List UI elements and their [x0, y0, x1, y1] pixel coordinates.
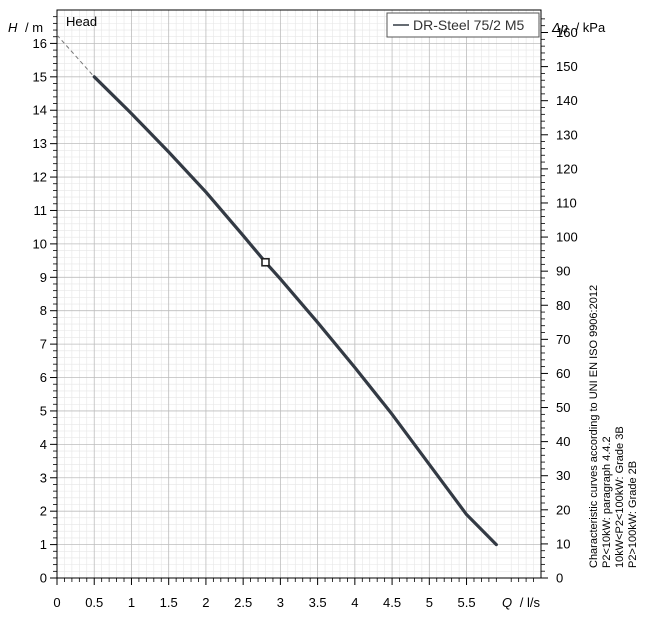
x-tick-label: 3.5: [309, 595, 327, 610]
x-axis-unit: / l/s: [520, 595, 541, 610]
note-line-4: P2>100kW: Grade 2B: [627, 461, 639, 568]
operating-point-marker: [261, 257, 270, 267]
legend-entry: DR-Steel 75/2 M5: [413, 17, 524, 33]
standards-note: Characteristic curves according to UNI E…: [588, 285, 639, 568]
axis-tick-labels: 0 0.5 1 1.5 2 2.5 3 3.5 4 4.5 5 5.50123456789101112…: [33, 25, 578, 610]
y-left-tick-label: 15: [33, 69, 47, 84]
y-right-axis-unit: / kPa: [576, 20, 606, 35]
x-tick-label: 1: [128, 595, 135, 610]
x-tick-label: 2: [202, 595, 209, 610]
note-line-1: Characteristic curves according to UNI E…: [588, 285, 600, 568]
x-tick-label: 5: [426, 595, 433, 610]
y-left-tick-label: 10: [33, 236, 47, 251]
y-right-tick-label: 110: [556, 195, 577, 210]
x-tick-label: 2.5: [234, 595, 252, 610]
y-left-axis-unit: / m: [25, 20, 43, 35]
y-right-tick-label: 120: [556, 161, 578, 176]
axis-ticks: [50, 16, 548, 585]
y-right-tick-label: 10: [556, 536, 570, 551]
x-tick-label: 0.5: [85, 595, 103, 610]
y-right-tick-label: 40: [556, 434, 570, 449]
y-right-axis-label: Δp / kPa: [551, 20, 606, 35]
x-tick-label: 1.5: [160, 595, 178, 610]
x-axis-symbol: Q: [502, 595, 512, 610]
series-line: [92, 75, 498, 547]
y-left-tick-label: 11: [34, 203, 48, 218]
x-tick-label: 0: [53, 595, 60, 610]
x-tick-label: 4.5: [383, 595, 401, 610]
y-left-tick-label: 12: [33, 170, 47, 185]
y-left-tick-label: 2: [40, 504, 47, 519]
y-right-tick-label: 90: [556, 264, 570, 279]
y-left-tick-label: 5: [40, 403, 47, 418]
y-right-tick-label: 20: [556, 502, 570, 517]
x-tick-label: 3: [277, 595, 284, 610]
y-right-tick-label: 30: [556, 468, 570, 483]
y-right-tick-label: 130: [556, 127, 578, 142]
y-right-tick-label: 60: [556, 366, 570, 381]
y-right-tick-label: 0: [556, 571, 563, 586]
y-left-tick-label: 0: [40, 571, 47, 586]
plot-frame: [56, 9, 542, 579]
y-left-tick-label: 16: [33, 36, 47, 51]
y-left-tick-label: 9: [40, 270, 47, 285]
series-layer: [56, 34, 498, 547]
x-tick-label: 5.5: [457, 595, 475, 610]
legend-box: [386, 12, 540, 38]
y-left-axis-label: H / m: [8, 20, 43, 35]
y-left-tick-label: 7: [40, 337, 47, 352]
chart-title: Head: [66, 14, 97, 29]
y-right-tick-label: 160: [556, 25, 578, 40]
y-right-tick-label: 80: [556, 298, 570, 313]
legend: DR-Steel 75/2 M5: [386, 12, 540, 38]
grid-minor: [57, 10, 541, 578]
y-right-tick-label: 140: [556, 93, 578, 108]
extrapolation-dashed-line: [56, 34, 95, 78]
x-tick-label: 4: [351, 595, 358, 610]
y-right-tick-label: 150: [556, 59, 578, 74]
y-left-tick-label: 8: [40, 303, 47, 318]
x-axis-label: Q / l/s: [502, 595, 540, 610]
y-right-tick-label: 70: [556, 332, 570, 347]
y-left-tick-label: 6: [40, 370, 47, 385]
y-right-tick-label: 100: [556, 230, 578, 245]
note-line-2: P2<10kW: paragraph 4.4.2: [601, 436, 613, 568]
y-left-tick-label: 14: [33, 103, 47, 118]
y-left-tick-label: 13: [33, 136, 47, 151]
note-line-3: 10kW<P2<100kW: Grade 3B: [614, 426, 626, 568]
y-right-axis-symbol: Δp: [551, 20, 568, 35]
y-left-tick-label: 3: [40, 470, 47, 485]
y-left-axis-symbol: H: [8, 20, 18, 35]
y-left-tick-label: 1: [40, 537, 47, 552]
y-left-tick-label: 4: [40, 437, 47, 452]
y-right-tick-label: 50: [556, 400, 570, 415]
